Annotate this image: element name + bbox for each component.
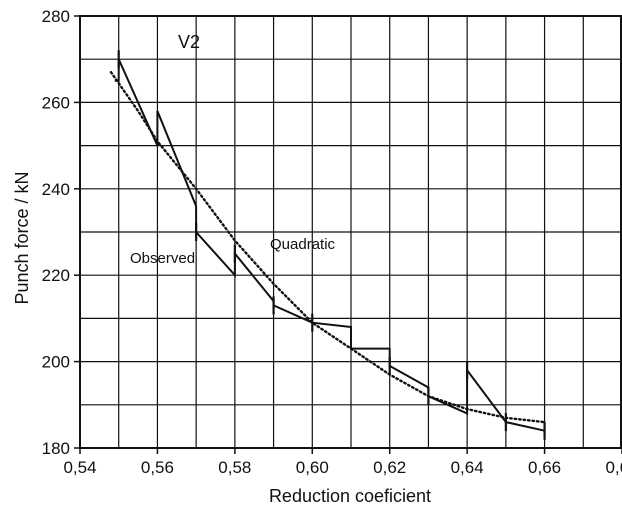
y-tick-label: 280	[42, 7, 70, 26]
x-axis-title: Reduction coeficient	[269, 486, 431, 506]
y-tick-label: 260	[42, 93, 70, 112]
x-tick-label: 0,54	[63, 458, 96, 477]
x-tick-label: 0,58	[218, 458, 251, 477]
quadratic-label: Quadratic	[270, 236, 336, 253]
x-tick-label: 0,68	[605, 458, 622, 477]
x-tick-label: 0,62	[373, 458, 406, 477]
series-line-observed	[114, 58, 545, 432]
y-tick-label: 200	[42, 353, 70, 372]
y-tick-label: 220	[42, 266, 70, 285]
plot-frame	[79, 15, 622, 449]
y-axis-title: Punch force / kN	[12, 171, 32, 304]
error-bars	[117, 50, 546, 440]
series-id-label: V2	[178, 32, 200, 52]
y-tick-label: 180	[42, 439, 70, 458]
x-tick-label: 0,60	[296, 458, 329, 477]
grid	[80, 16, 622, 448]
x-tick-label: 0,66	[528, 458, 561, 477]
x-tick-label: 0,56	[141, 458, 174, 477]
axis-ticks: 0,54 0,56 0,58 0,60 0,62 0,64 0,66 0,68 180 200 22…	[42, 7, 622, 477]
y-tick-label: 240	[42, 180, 70, 199]
observed-label: Observed	[130, 250, 195, 267]
x-tick-label: 0,64	[451, 458, 484, 477]
